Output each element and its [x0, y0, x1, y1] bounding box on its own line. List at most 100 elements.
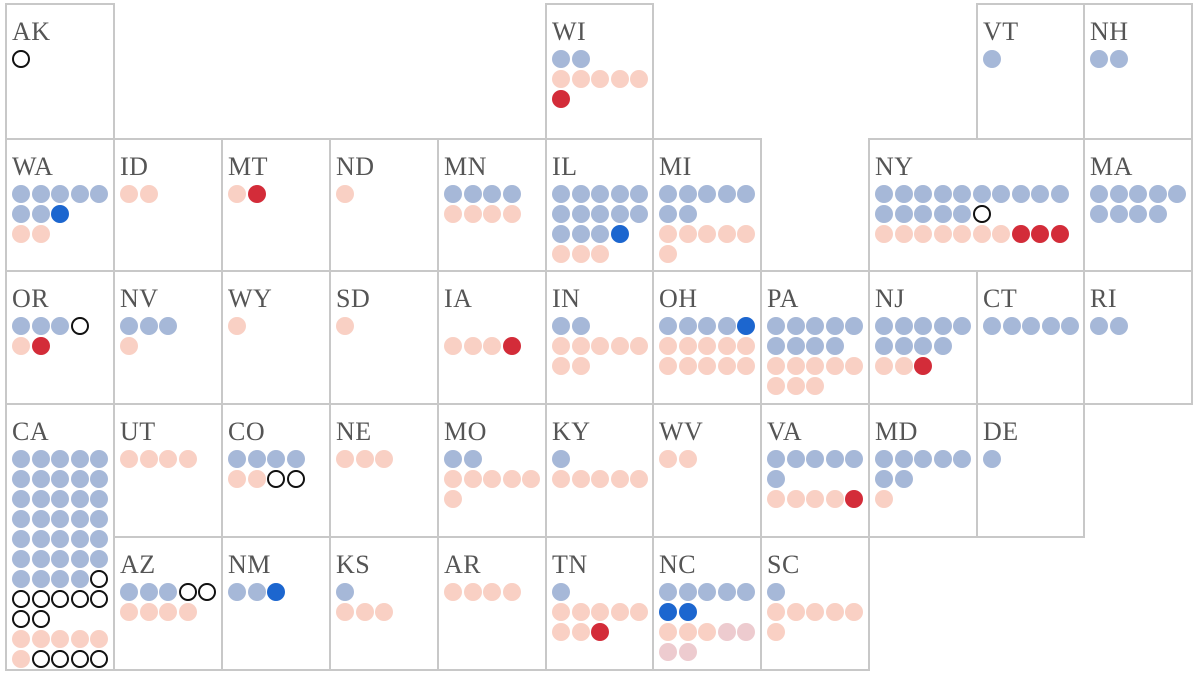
- seat-row: [552, 317, 652, 335]
- seat-dot-dem: [1109, 205, 1128, 223]
- seat-dot-dem: [12, 470, 30, 488]
- seat-dot-dem: [51, 490, 69, 508]
- seat-row: [228, 450, 329, 468]
- state-label: DE: [983, 417, 1019, 446]
- seat-dot-dem: [267, 450, 285, 468]
- state-label: WV: [659, 417, 704, 446]
- seat-row: [552, 205, 652, 223]
- seat-dot-dem: [610, 205, 629, 223]
- seat-dot-rep-flip: [845, 490, 863, 508]
- seat-dot-dem: [51, 470, 69, 488]
- seat-dot-dem: [825, 317, 844, 335]
- seat-row: [659, 185, 760, 203]
- seat-dot-rep: [591, 337, 609, 355]
- seat-row: [659, 623, 760, 641]
- state-tile-sc: SC: [760, 536, 870, 671]
- seat-row: [336, 583, 437, 601]
- state-tile-ak: AK: [5, 3, 115, 140]
- seat-row: [1090, 205, 1191, 223]
- seat-dot-dem: [914, 337, 932, 355]
- state-tile-mo: MO: [437, 403, 547, 538]
- seat-dot-rep: [571, 337, 590, 355]
- seat-dot-dem: [983, 317, 1001, 335]
- seat-row: [12, 450, 113, 468]
- seat-dot-rep: [552, 245, 570, 263]
- seat-dot-rep: [659, 450, 677, 468]
- seat-dot-dem: [698, 185, 716, 203]
- seat-dot-rep: [678, 357, 697, 375]
- seat-dot-rep-flip: [1050, 225, 1069, 243]
- seat-dot-rep: [228, 470, 246, 488]
- seat-dot-dem: [894, 185, 913, 203]
- seat-row: [336, 317, 437, 335]
- seat-row: [228, 185, 329, 203]
- seat-dot-dem: [552, 205, 570, 223]
- seat-dot-dem: [552, 225, 570, 243]
- seat-dot-rep: [630, 603, 648, 621]
- state-tile-tn: TN: [545, 536, 654, 671]
- seat-dot-rep: [825, 490, 844, 508]
- seat-dot-dem: [1061, 317, 1079, 335]
- state-tile-or: OR: [5, 270, 115, 405]
- seat-dot-dem: [933, 205, 952, 223]
- seat-dot-open: [12, 610, 30, 628]
- seat-dot-dem: [90, 490, 108, 508]
- seat-dot-rep: [120, 185, 138, 203]
- seat-dot-dem: [1031, 185, 1049, 203]
- seat-row: [12, 610, 113, 628]
- seat-dot-dem: [51, 570, 69, 588]
- seat-dot-dem: [12, 550, 30, 568]
- seat-dot-dem: [51, 317, 69, 335]
- seat-dot-dem: [70, 490, 89, 508]
- state-tile-az: AZ: [113, 536, 223, 671]
- seat-dot-rep-flip: [1031, 225, 1049, 243]
- state-tile-nc: NC: [652, 536, 762, 671]
- seat-dot-dem: [717, 185, 736, 203]
- seat-dot-rep: [31, 225, 50, 243]
- seat-dot-rep: [552, 623, 570, 641]
- state-label: WA: [12, 152, 54, 181]
- seat-row: [659, 245, 760, 263]
- seat-row: [444, 317, 545, 335]
- seat-dot-rep: [806, 490, 824, 508]
- seat-dot-rep: [355, 450, 374, 468]
- seat-row: [12, 650, 113, 668]
- seat-row: [120, 337, 221, 355]
- seat-dot-rep: [630, 470, 648, 488]
- state-label: MD: [875, 417, 918, 446]
- seat-row: [767, 583, 868, 601]
- seat-row: [552, 623, 652, 641]
- seat-dot-dem: [767, 583, 785, 601]
- state-tile-ut: UT: [113, 403, 223, 538]
- seat-dot-dem: [31, 530, 50, 548]
- seat-dot-dem: [767, 317, 785, 335]
- state-tile-in: IN: [545, 270, 654, 405]
- state-label: SC: [767, 550, 800, 579]
- seat-dot-dem: [1041, 317, 1060, 335]
- seat-row: [12, 570, 113, 588]
- seat-row: [228, 317, 329, 335]
- seat-row: [120, 185, 221, 203]
- seat-dot-dem: [659, 583, 677, 601]
- seat-dot-dem: [90, 450, 108, 468]
- seat-dot-rep: [571, 70, 590, 88]
- seat-row: [552, 50, 652, 68]
- state-tile-oh: OH: [652, 270, 762, 405]
- seat-dot-rep: [659, 245, 677, 263]
- seat-dot-dem: [139, 317, 158, 335]
- seat-row: [983, 317, 1083, 335]
- seat-dot-dem: [51, 550, 69, 568]
- seat-dot-rep: [591, 70, 609, 88]
- seat-dot-dem: [698, 583, 716, 601]
- seat-dot-dem: [1090, 205, 1108, 223]
- seat-dot-dem: [737, 185, 755, 203]
- seat-dot-rep: [12, 337, 30, 355]
- seat-row: [767, 450, 868, 468]
- seat-row: [552, 70, 652, 88]
- seat-dot-rep: [336, 603, 354, 621]
- seat-dot-rep: [444, 205, 462, 223]
- seat-dot-dem: [31, 185, 50, 203]
- seat-dot-dem: [120, 583, 138, 601]
- seat-row: [552, 357, 652, 375]
- seat-dot-rep: [806, 377, 824, 395]
